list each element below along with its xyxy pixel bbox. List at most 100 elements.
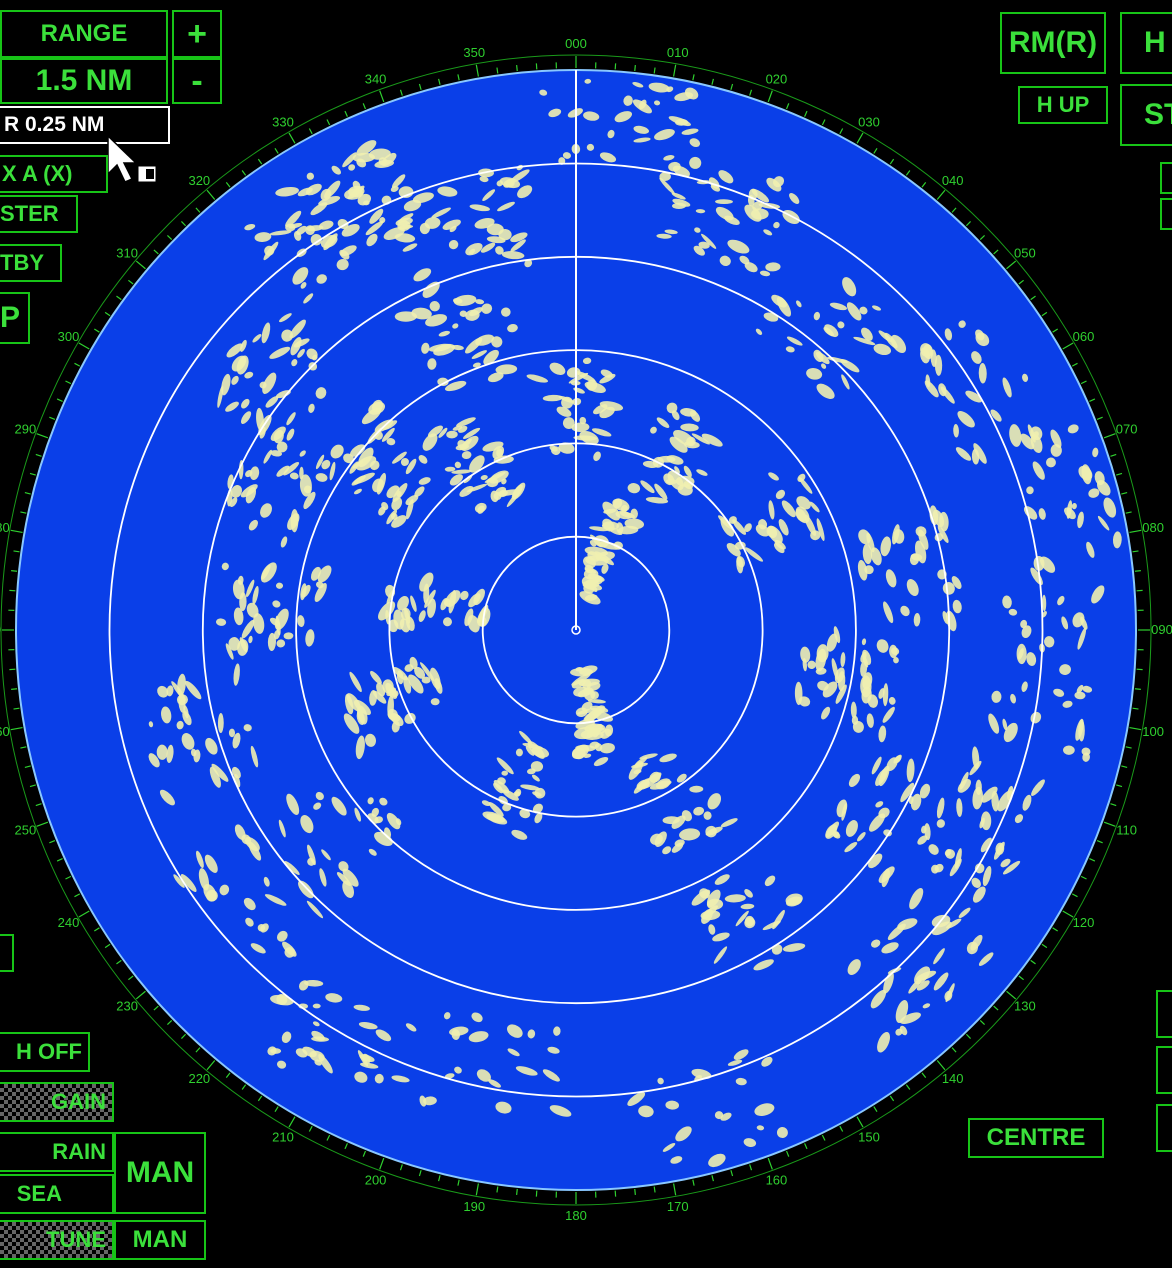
radar-echo — [241, 398, 250, 409]
range-increase-button[interactable]: + — [172, 10, 222, 58]
radar-echo — [286, 428, 295, 441]
radar-echo — [1063, 745, 1075, 755]
radar-echo — [472, 362, 481, 368]
partial-right-button-4[interactable] — [1156, 1046, 1172, 1094]
bearing-tick — [457, 74, 460, 81]
radar-echo — [657, 1077, 664, 1085]
bearing-tick — [936, 1060, 946, 1071]
motion-mode-button[interactable]: RM(R) — [1000, 12, 1106, 74]
bearing-tick — [905, 170, 911, 176]
master-button[interactable]: STER — [0, 195, 78, 233]
radar-echo — [257, 924, 266, 932]
gain-button[interactable]: GAIN — [0, 1082, 114, 1122]
radar-echo — [353, 1004, 370, 1011]
partial-right-button-2[interactable] — [1160, 198, 1172, 230]
bearing-tick — [936, 189, 946, 200]
bearing-label: 220 — [188, 1071, 210, 1086]
bearing-tick — [711, 78, 714, 85]
band-button[interactable]: X A (X) — [0, 155, 108, 193]
radar-echo — [418, 477, 431, 485]
radar-echo — [703, 811, 712, 820]
bearing-tick — [1116, 472, 1123, 476]
radar-echo — [1097, 480, 1111, 496]
h-button[interactable]: H — [1120, 12, 1172, 74]
sea-button[interactable]: SEA — [0, 1174, 114, 1214]
range-decrease-button[interactable]: - — [172, 58, 222, 104]
man-mode-button[interactable]: MAN — [114, 1132, 206, 1214]
bearing-tick — [804, 1143, 808, 1150]
radar-echo — [403, 199, 422, 212]
partial-right-button-5[interactable] — [1156, 1104, 1172, 1152]
range-rings-box[interactable]: R 0.25 NM — [0, 106, 170, 144]
orientation-button[interactable]: H UP — [1018, 86, 1108, 124]
radar-echo — [292, 267, 309, 285]
radar-echo — [882, 706, 895, 723]
radar-echo — [286, 412, 296, 426]
bearing-tick — [856, 132, 864, 144]
partial-left-button[interactable] — [0, 934, 14, 972]
radar-echo — [180, 874, 197, 892]
radar-echo — [289, 319, 306, 339]
bearing-tick — [418, 1170, 422, 1177]
radar-echo — [452, 323, 459, 329]
radar-echo — [493, 455, 514, 464]
tune-button[interactable]: TUNE — [0, 1220, 114, 1260]
radar-echo — [261, 322, 271, 344]
radar-echo — [866, 532, 875, 553]
radar-echo — [800, 646, 811, 663]
st-button[interactable]: ST — [1120, 84, 1172, 146]
tune-man-button[interactable]: MAN — [114, 1220, 206, 1260]
radar-echoes — [148, 78, 1122, 1168]
radar-echo — [408, 674, 424, 694]
radar-echo — [916, 980, 930, 991]
h-off-button[interactable]: H OFF — [0, 1032, 90, 1072]
bearing-tick — [873, 147, 878, 154]
radar-echo — [870, 939, 881, 948]
radar-echo — [785, 346, 795, 353]
radar-echo — [881, 868, 890, 888]
radar-echo — [906, 578, 919, 597]
partial-right-button-1[interactable] — [1160, 162, 1172, 194]
bearing-label: 330 — [272, 115, 294, 130]
radar-echo — [315, 581, 324, 589]
radar-echo — [313, 802, 322, 810]
radar-echo — [586, 723, 603, 738]
rain-button[interactable]: RAIN — [0, 1132, 114, 1172]
radar-echo — [616, 522, 624, 534]
partial-right-button-3[interactable] — [1156, 990, 1172, 1038]
radar-echo — [374, 1073, 384, 1084]
radar-echo — [862, 543, 873, 565]
radar-echo — [237, 575, 244, 585]
radar-echo — [1076, 684, 1084, 694]
radar-echo — [1097, 515, 1110, 531]
radar-echo — [225, 401, 239, 412]
radar-echo — [159, 789, 175, 806]
bearing-tick — [475, 1183, 480, 1196]
radar-echo — [1059, 664, 1071, 676]
centre-button[interactable]: CENTRE — [968, 1118, 1104, 1158]
bearing-tick — [979, 235, 986, 241]
p-button[interactable]: P — [0, 292, 30, 344]
radar-echo — [298, 880, 314, 899]
radar-echo — [1031, 779, 1045, 796]
bearing-label: 130 — [1014, 999, 1036, 1014]
radar-echo — [744, 889, 753, 898]
radar-echo — [728, 516, 737, 524]
radar-echo — [991, 690, 1002, 703]
bearing-label: 250 — [14, 822, 36, 837]
radar-echo — [299, 466, 304, 480]
gain-label: GAIN — [51, 1089, 106, 1114]
radar-echo — [236, 355, 249, 375]
radar-echo — [293, 230, 302, 241]
bearing-tick — [11, 688, 18, 690]
radar-echo — [895, 1028, 903, 1036]
standby-button[interactable]: TBY — [0, 244, 62, 282]
bearing-label: 090 — [1151, 622, 1172, 637]
radar-echo — [713, 946, 728, 964]
radar-echo — [744, 204, 762, 222]
radar-echo — [591, 428, 612, 437]
radar-echo — [240, 339, 247, 352]
radar-echo — [656, 233, 672, 239]
radar-echo — [1044, 636, 1055, 648]
